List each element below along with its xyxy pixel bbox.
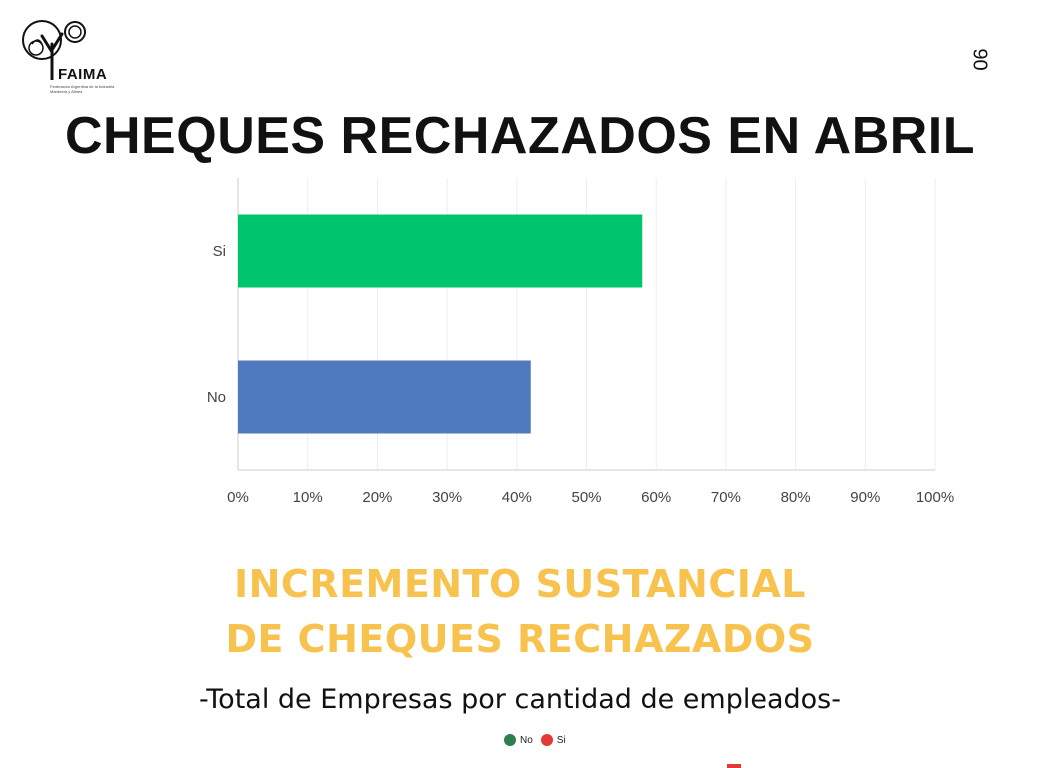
- legend-label: No: [520, 734, 533, 746]
- y-category-label: Si: [213, 243, 226, 260]
- bar-si: [238, 214, 643, 288]
- subtitle: -Total de Empresas por cantidad de emple…: [199, 684, 841, 715]
- highlight-line-1: INCREMENTO SUSTANCIAL: [233, 562, 806, 606]
- x-tick-label: 20%: [362, 489, 392, 506]
- red-mark-decoration: [727, 764, 741, 768]
- page-title: CHEQUES RECHAZADOS EN ABRIL: [64, 107, 976, 165]
- x-tick-label: 60%: [641, 489, 671, 506]
- x-tick-label: 10%: [293, 489, 323, 506]
- y-category-label: No: [207, 389, 226, 406]
- x-tick-label: 50%: [571, 489, 601, 506]
- bar-no: [238, 360, 531, 434]
- x-tick-label: 100%: [916, 489, 954, 506]
- faima-logo: [18, 10, 118, 100]
- x-tick-label: 90%: [850, 489, 880, 506]
- logo-subtext: Federación Argentina de la Industria Mad…: [50, 84, 115, 94]
- x-tick-label: 80%: [781, 489, 811, 506]
- bar-chart: 0% 10% 20% 30% 40% 50% 60% 70% 80% 90% 100% Si No: [207, 178, 954, 506]
- tree-logo-icon: [22, 20, 86, 82]
- x-tick-label: 0%: [227, 489, 249, 506]
- logo-text: FAIMA: [58, 66, 108, 83]
- x-tick-label: 30%: [432, 489, 462, 506]
- x-tick-label: 70%: [711, 489, 741, 506]
- legend-dot: [504, 734, 516, 746]
- x-tick-label: 40%: [502, 489, 532, 506]
- highlight-line-2: DE CHEQUES RECHAZADOS: [225, 617, 815, 661]
- page-number: 90: [968, 48, 991, 71]
- legend: No Si: [504, 734, 570, 746]
- legend-label: Si: [556, 734, 566, 746]
- legend-dot: [540, 734, 553, 746]
